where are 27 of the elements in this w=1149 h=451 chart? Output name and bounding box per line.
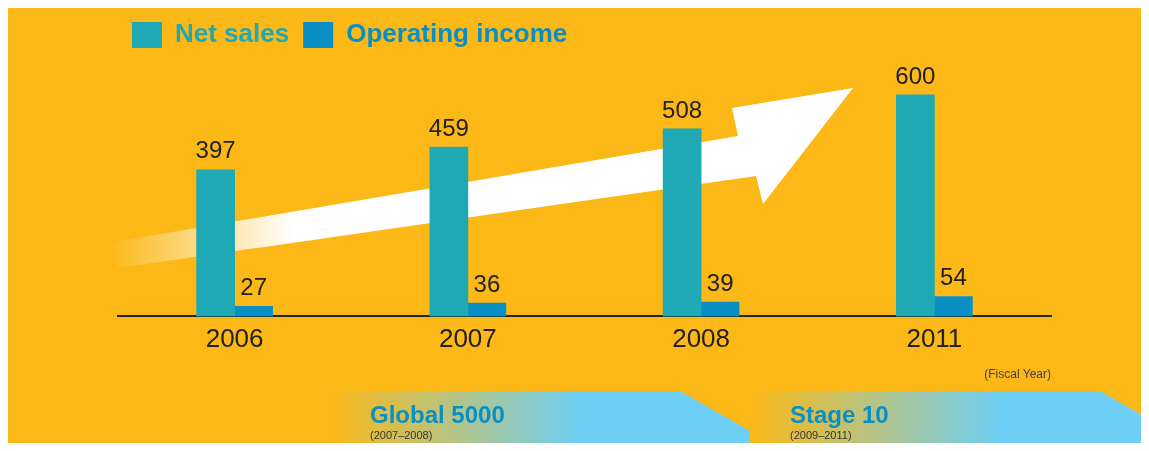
x-axis-title: (Fiscal Year) xyxy=(984,367,1051,382)
bar xyxy=(467,302,507,317)
data-label: 397 xyxy=(195,136,236,164)
legend-label: Operating income xyxy=(346,18,568,49)
data-label: 39 xyxy=(706,268,734,296)
bar xyxy=(429,146,469,317)
x-tick-label: 2006 xyxy=(205,323,264,354)
data-label: 27 xyxy=(240,273,267,301)
x-tick-label: 2011 xyxy=(906,323,963,354)
bar xyxy=(934,296,973,317)
x-tick-label: 2007 xyxy=(438,323,497,354)
legend-label: Net sales xyxy=(175,18,290,49)
data-label: 508 xyxy=(662,95,703,123)
bar xyxy=(896,94,935,317)
text: (2009–2011) xyxy=(790,429,852,441)
bar xyxy=(196,169,235,317)
bar xyxy=(662,128,702,317)
data-label: 36 xyxy=(473,269,501,297)
bar xyxy=(700,301,740,317)
x-tick-label: 2008 xyxy=(672,323,731,354)
data-label: 600 xyxy=(895,61,936,89)
data-label: 54 xyxy=(940,263,967,291)
text: Global 5000 xyxy=(370,401,505,429)
data-label: 459 xyxy=(428,113,469,141)
text: (2007–2008) xyxy=(370,429,433,441)
bar xyxy=(234,306,273,317)
text: Stage 10 xyxy=(790,401,889,429)
